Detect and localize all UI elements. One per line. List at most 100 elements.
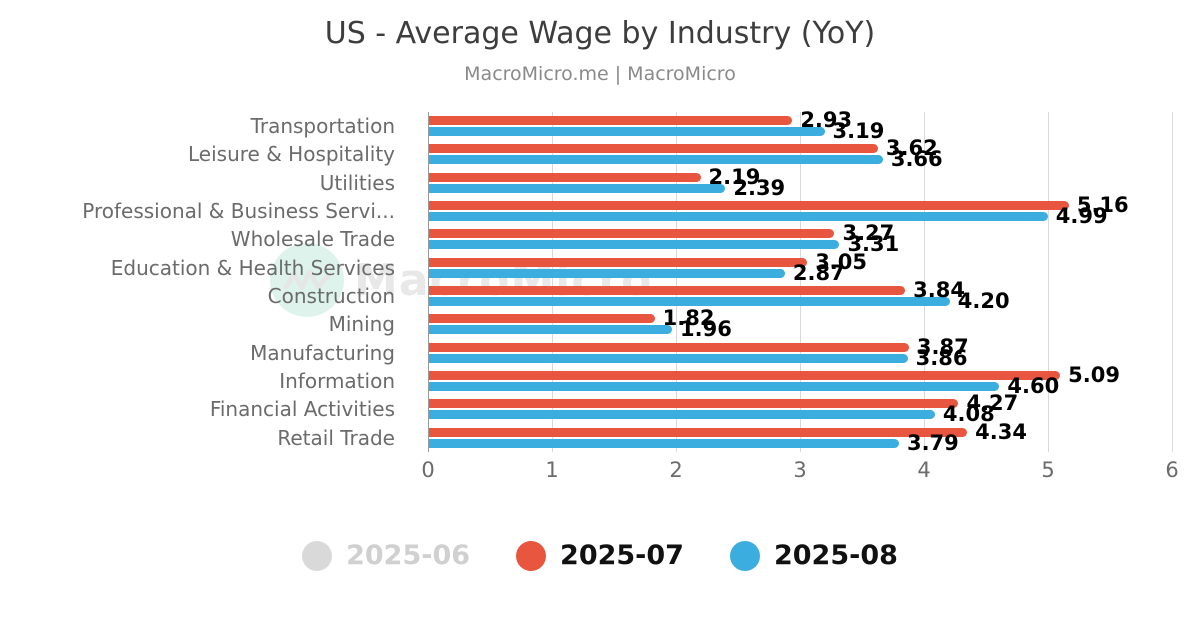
chart-row[interactable]: Professional & Business Servi... 5.16 4.99 bbox=[82, 193, 1172, 228]
gridline bbox=[1048, 112, 1049, 452]
bar-series-2025-07[interactable] bbox=[429, 257, 808, 267]
y-axis-category-label[interactable]: Construction bbox=[267, 284, 395, 309]
x-axis-tick-label: 6 bbox=[1165, 458, 1179, 482]
chart-row[interactable]: Construction 3.84 4.20 bbox=[268, 278, 1172, 313]
bar-value-label-2025-07: 2.93 bbox=[800, 108, 853, 132]
x-axis-tick-label: 5 bbox=[1041, 458, 1055, 482]
bar-value-label-2025-07: 3.05 bbox=[815, 249, 868, 274]
y-axis-category-label[interactable]: Utilities bbox=[319, 170, 395, 195]
legend-color-swatch-icon bbox=[516, 540, 547, 571]
bar-value-label-2025-07: 3.84 bbox=[913, 278, 965, 302]
legend-item-2025-07[interactable]: 2025-07 bbox=[516, 540, 684, 571]
bar-value-label-2025-08: 2.39 bbox=[733, 175, 786, 200]
bar-series-2025-08[interactable] bbox=[429, 127, 825, 136]
bar-series-2025-07[interactable] bbox=[429, 144, 878, 154]
plot-area: 0 1 2 3 4 5 6 Transportation 2.93 3.19 Leisure & H… bbox=[82, 108, 1178, 482]
gridline bbox=[676, 112, 677, 452]
bar-value-label-2025-08: 3.66 bbox=[890, 147, 943, 172]
chart-row[interactable]: Transportation 2.93 3.19 bbox=[251, 108, 1172, 143]
x-axis-tick-label: 3 bbox=[793, 458, 807, 482]
bar-value-label-2025-08: 4.20 bbox=[957, 289, 1010, 313]
chart-row[interactable]: Information 5.09 4.60 bbox=[279, 363, 1172, 398]
y-axis-category-label[interactable]: Leisure & Hospitality bbox=[188, 142, 395, 167]
chart-subtitle: MacroMicro.me | MacroMicro bbox=[464, 63, 736, 85]
bar-series-2025-08[interactable] bbox=[429, 155, 883, 165]
gridline bbox=[552, 112, 553, 452]
bar-series-2025-07[interactable] bbox=[429, 229, 835, 239]
bar-value-label-2025-08: 1.96 bbox=[680, 317, 732, 342]
x-axis-tick-label: 1 bbox=[545, 458, 559, 482]
gridline bbox=[924, 112, 925, 452]
bar-series-2025-08[interactable] bbox=[429, 410, 935, 420]
bar-series-2025-07[interactable] bbox=[429, 314, 655, 324]
bar-value-label-2025-07: 1.82 bbox=[662, 306, 715, 331]
bar-series-2025-08[interactable] bbox=[429, 438, 899, 448]
legend-label: 2025-08 bbox=[773, 540, 898, 571]
bar-value-label-2025-07: 4.34 bbox=[975, 419, 1027, 444]
bar-series-2025-07[interactable] bbox=[429, 427, 968, 437]
chart-row[interactable]: Leisure & Hospitality 3.62 3.66 bbox=[188, 136, 1172, 172]
bar-series-2025-07[interactable] bbox=[429, 399, 959, 409]
y-axis-category-label[interactable]: Professional & Business Servi... bbox=[82, 199, 395, 224]
bar-value-label-2025-08: 3.31 bbox=[847, 232, 900, 257]
bar-series-2025-07[interactable] bbox=[429, 286, 906, 295]
legend-item-2025-06[interactable]: 2025-06 bbox=[302, 540, 470, 571]
chart-row[interactable]: Financial Activities 4.27 4.08 bbox=[210, 391, 1172, 427]
bar-value-label-2025-07: 3.62 bbox=[885, 136, 938, 161]
bar-value-label-2025-07: 4.27 bbox=[966, 391, 1019, 416]
bar-series-2025-08[interactable] bbox=[429, 353, 908, 363]
x-axis-tick-label: 4 bbox=[917, 458, 931, 482]
bar-series-2025-08[interactable] bbox=[429, 382, 1000, 391]
y-axis-line bbox=[428, 112, 429, 452]
legend-label: 2025-06 bbox=[346, 540, 471, 571]
bar-series-2025-08[interactable] bbox=[429, 212, 1048, 221]
legend-color-swatch-icon bbox=[729, 540, 760, 571]
chart-row[interactable]: Retail Trade 4.34 3.79 bbox=[277, 420, 1172, 455]
legend-item-2025-08[interactable]: 2025-08 bbox=[729, 540, 898, 571]
y-axis-category-label[interactable]: Transportation bbox=[250, 114, 395, 139]
legend-label: 2025-07 bbox=[560, 540, 684, 571]
bar-value-label-2025-08: 3.86 bbox=[915, 345, 968, 370]
x-axis-tick-label: 2 bbox=[669, 458, 683, 482]
y-axis-category-label[interactable]: Manufacturing bbox=[250, 340, 395, 365]
chart-legend: 2025-06 2025-07 2025-08 bbox=[0, 540, 1200, 571]
bar-value-label-2025-08: 4.99 bbox=[1055, 204, 1108, 228]
chart-row[interactable]: Utilities 2.19 2.39 bbox=[320, 165, 1172, 200]
y-axis-category-label[interactable]: Retail Trade bbox=[277, 425, 395, 450]
y-axis-category-label[interactable]: Mining bbox=[328, 312, 395, 337]
bar-value-label-2025-07: 3.87 bbox=[916, 334, 969, 359]
bar-value-label-2025-07: 5.09 bbox=[1068, 363, 1120, 387]
chart-title: US - Average Wage by Industry (YoY) bbox=[324, 16, 876, 51]
y-axis-category-label[interactable]: Financial Activities bbox=[209, 397, 395, 422]
gridline bbox=[1172, 112, 1173, 452]
y-axis-category-label[interactable]: Wholesale Trade bbox=[230, 227, 395, 252]
bar-series-2025-08[interactable] bbox=[429, 297, 950, 306]
chart-row[interactable]: Education & Health Services 3.05 2.87 bbox=[111, 250, 1172, 285]
bar-value-label-2025-07: 5.16 bbox=[1076, 193, 1129, 217]
x-axis-tick-label: 0 bbox=[421, 458, 435, 482]
bar-series-2025-08[interactable] bbox=[429, 183, 726, 193]
y-axis-category-label[interactable]: Education & Health Services bbox=[110, 255, 395, 280]
bar-value-label-2025-08: 3.19 bbox=[832, 119, 885, 143]
y-axis-category-label[interactable]: Information bbox=[279, 369, 395, 394]
bar-series-2025-07[interactable] bbox=[429, 172, 701, 182]
bar-series-2025-07[interactable] bbox=[429, 371, 1061, 380]
gridline bbox=[800, 112, 801, 452]
bar-series-2025-07[interactable] bbox=[429, 342, 909, 352]
legend-color-swatch-icon bbox=[302, 540, 333, 571]
bar-series-2025-07[interactable] bbox=[429, 201, 1069, 210]
bar-value-label-2025-07: 2.19 bbox=[708, 164, 761, 189]
bar-series-2025-08[interactable] bbox=[429, 268, 785, 278]
bar-series-2025-08[interactable] bbox=[429, 240, 840, 250]
bar-value-label-2025-08: 4.08 bbox=[942, 402, 995, 427]
chart-row[interactable]: Manufacturing 3.87 3.86 bbox=[250, 335, 1172, 370]
chart-row[interactable]: Wholesale Trade 3.27 3.31 bbox=[231, 221, 1172, 257]
bar-series-2025-07[interactable] bbox=[429, 116, 793, 125]
bar-value-label-2025-07: 3.27 bbox=[842, 221, 895, 246]
chart-row[interactable]: Mining 1.82 1.96 bbox=[329, 306, 1172, 342]
bar-value-label-2025-08: 3.79 bbox=[906, 430, 959, 455]
bar-value-label-2025-08: 2.87 bbox=[792, 260, 845, 285]
bar-series-2025-08[interactable] bbox=[429, 325, 673, 335]
bar-value-label-2025-08: 4.60 bbox=[1007, 374, 1060, 398]
